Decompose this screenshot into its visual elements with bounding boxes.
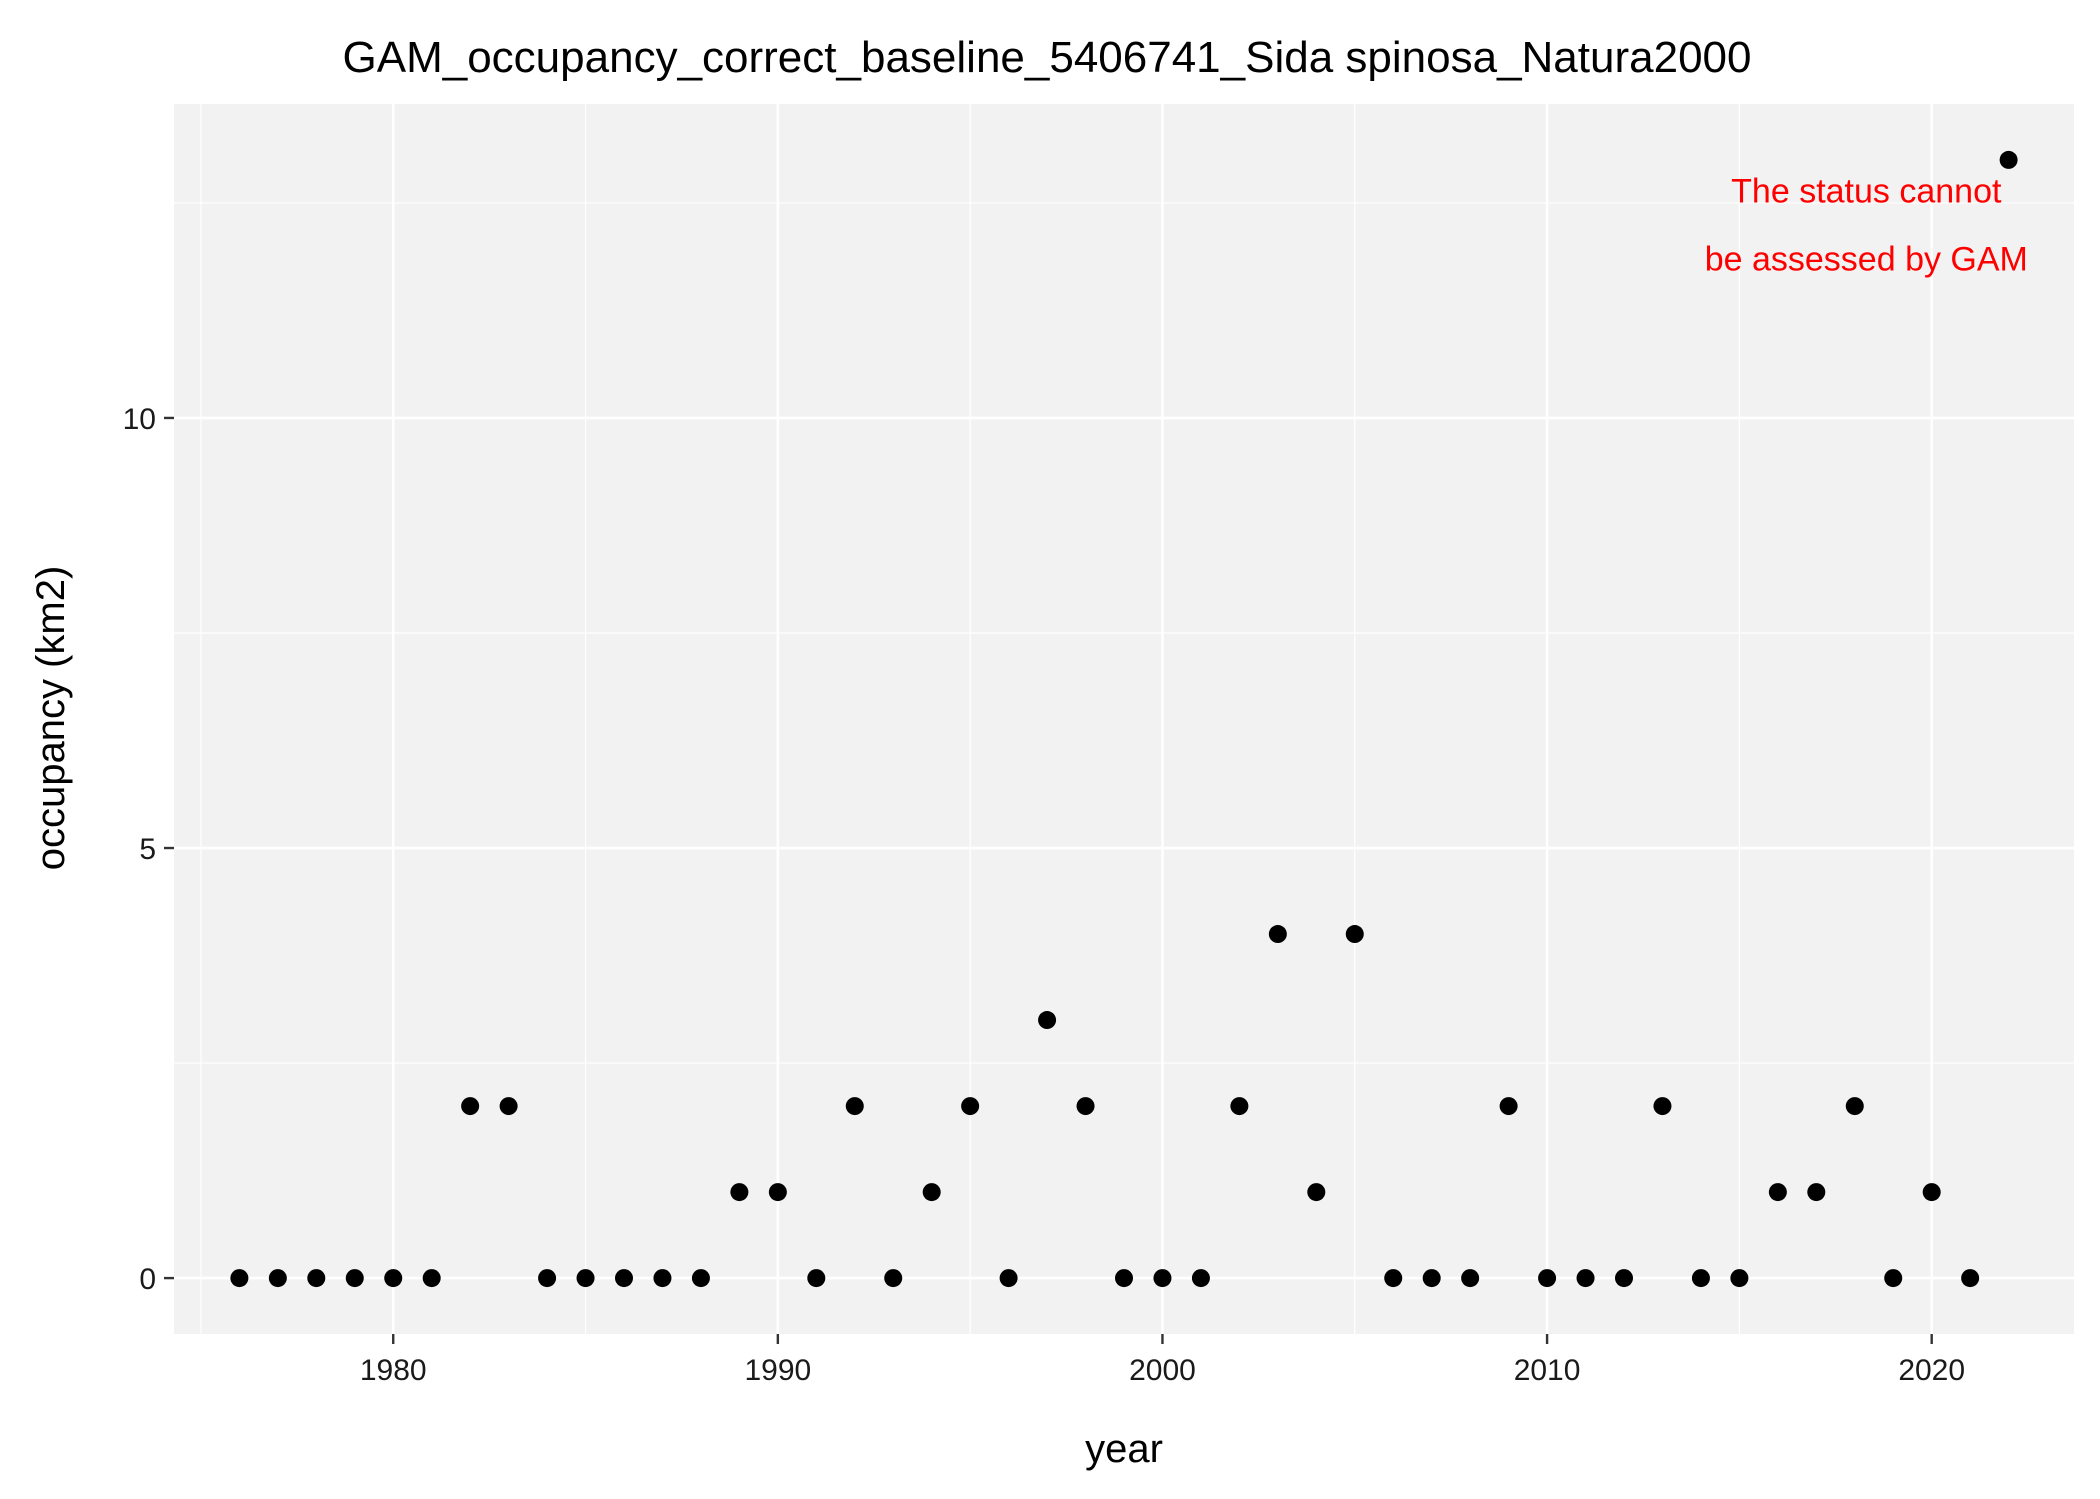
data-point bbox=[653, 1269, 671, 1287]
data-point bbox=[2000, 151, 2018, 169]
data-point bbox=[1077, 1097, 1095, 1115]
data-point bbox=[577, 1269, 595, 1287]
data-point bbox=[1653, 1097, 1671, 1115]
data-point bbox=[846, 1097, 864, 1115]
y-axis: 0 5 10 bbox=[123, 403, 174, 1296]
data-point bbox=[1615, 1269, 1633, 1287]
y-axis-title: occupancy (km2) bbox=[29, 566, 73, 871]
data-point bbox=[884, 1269, 902, 1287]
data-point bbox=[692, 1269, 710, 1287]
annotation-line-1: The status cannot bbox=[1731, 172, 2002, 210]
data-point bbox=[500, 1097, 518, 1115]
data-point bbox=[1115, 1269, 1133, 1287]
data-point bbox=[1577, 1269, 1595, 1287]
data-point bbox=[1192, 1269, 1210, 1287]
data-point bbox=[615, 1269, 633, 1287]
x-tick-label: 1990 bbox=[744, 1354, 811, 1387]
data-point bbox=[807, 1269, 825, 1287]
data-point bbox=[1769, 1183, 1787, 1201]
y-tick-label: 0 bbox=[139, 1263, 156, 1296]
plot-panel bbox=[174, 104, 2074, 1334]
chart-title: GAM_occupancy_correct_baseline_5406741_S… bbox=[343, 33, 1752, 82]
data-point bbox=[1000, 1269, 1018, 1287]
data-point bbox=[1807, 1183, 1825, 1201]
data-point bbox=[961, 1097, 979, 1115]
data-point bbox=[1961, 1269, 1979, 1287]
data-point bbox=[769, 1183, 787, 1201]
data-point bbox=[1923, 1183, 1941, 1201]
annotation-line-2: be assessed by GAM bbox=[1705, 240, 2028, 278]
data-point bbox=[1153, 1269, 1171, 1287]
data-point bbox=[307, 1269, 325, 1287]
data-point bbox=[1346, 925, 1364, 943]
data-point bbox=[1230, 1097, 1248, 1115]
x-tick-label: 2010 bbox=[1514, 1354, 1581, 1387]
y-tick-label: 5 bbox=[139, 833, 156, 866]
data-point bbox=[423, 1269, 441, 1287]
data-point bbox=[1423, 1269, 1441, 1287]
y-tick-label: 10 bbox=[123, 403, 156, 436]
data-point bbox=[1692, 1269, 1710, 1287]
data-point bbox=[384, 1269, 402, 1287]
data-point bbox=[923, 1183, 941, 1201]
data-point bbox=[1884, 1269, 1902, 1287]
x-axis-title: year bbox=[1085, 1427, 1163, 1471]
data-point bbox=[346, 1269, 364, 1287]
data-point bbox=[538, 1269, 556, 1287]
data-point bbox=[730, 1183, 748, 1201]
data-point bbox=[1307, 1183, 1325, 1201]
data-point bbox=[1730, 1269, 1748, 1287]
x-tick-label: 2000 bbox=[1129, 1354, 1196, 1387]
data-point bbox=[230, 1269, 248, 1287]
data-point bbox=[1500, 1097, 1518, 1115]
data-point bbox=[461, 1097, 479, 1115]
x-axis: 1980 1990 2000 2010 2020 bbox=[360, 1334, 1965, 1387]
x-tick-label: 1980 bbox=[360, 1354, 427, 1387]
x-tick-label: 2020 bbox=[1898, 1354, 1965, 1387]
data-point bbox=[269, 1269, 287, 1287]
data-point bbox=[1846, 1097, 1864, 1115]
data-point bbox=[1538, 1269, 1556, 1287]
data-point bbox=[1269, 925, 1287, 943]
data-point bbox=[1384, 1269, 1402, 1287]
data-point bbox=[1038, 1011, 1056, 1029]
data-point bbox=[1461, 1269, 1479, 1287]
